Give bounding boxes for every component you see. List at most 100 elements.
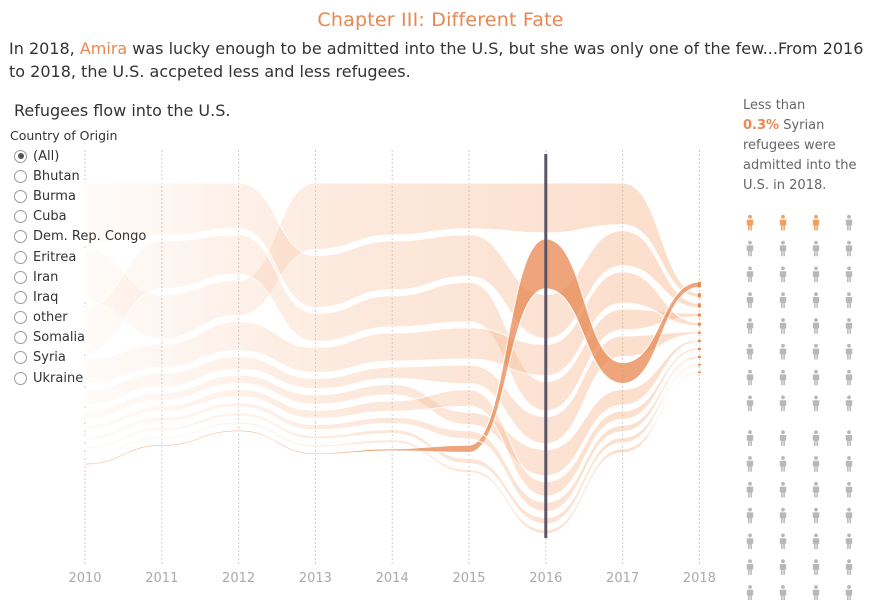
person-icon [812,240,820,257]
person-icon [779,559,787,575]
filter-option-label: Iraq [33,289,59,305]
filter-option[interactable]: Iran [10,267,146,287]
person-icon [845,430,853,446]
filter-option[interactable]: Bhutan [10,166,146,186]
filter-option-label: Eritrea [33,249,77,265]
person-icon [812,456,820,472]
person-icon [746,240,754,257]
person-icon [812,585,820,600]
person-icon [746,456,754,472]
filter-title: Country of Origin [10,128,118,143]
person-icon [779,430,787,446]
person-icon [779,456,787,472]
filter-option-label: Iran [33,269,59,285]
filter-option[interactable]: Eritrea [10,247,146,267]
filter-option-label: other [33,310,68,326]
person-icon [812,533,820,550]
person-icon [845,369,853,386]
radio-icon[interactable] [14,210,27,224]
person-icon [812,343,820,360]
filter-option[interactable]: Ukraine [10,368,146,388]
filter-option-label: Dem. Rep. Congo [33,229,147,245]
intro-after: was lucky enough to be admitted into the… [9,39,864,81]
person-icon [845,481,853,498]
year-label: 2012 [222,571,255,586]
person-icon [746,318,754,334]
person-icon [845,318,853,334]
person-icon [845,292,853,308]
radio-icon[interactable] [14,371,27,385]
person-icon [746,585,754,600]
filter-option[interactable]: Iraq [10,287,146,307]
filter-option-label: Syria [33,350,66,366]
person-icon [845,266,853,283]
person-icon [746,559,754,575]
radio-icon[interactable] [14,230,27,244]
radio-icon[interactable] [14,189,27,203]
filter-option[interactable]: (All) [10,146,146,166]
person-icon [779,240,787,257]
filter-option[interactable]: Somalia [10,328,146,348]
person-icon [779,395,787,412]
person-icon [746,266,754,283]
person-icon [779,481,787,498]
person-icon [845,585,853,600]
person-icon [845,456,853,472]
person-icon [812,395,820,412]
filter-option-label: Cuba [33,209,67,225]
person-icon [812,214,820,231]
person-icon [845,343,853,360]
country-filter: Country of Origin (All) Bhutan Burma Cuba De… [10,128,146,388]
person-icon [779,266,787,283]
radio-icon[interactable] [14,311,27,325]
person-icon [812,481,820,498]
person-icon [746,481,754,498]
person-icon [812,292,820,308]
radio-icon[interactable] [14,149,27,163]
note-percentage: 0.3% [743,118,780,133]
person-icon [746,343,754,360]
radio-icon[interactable] [14,331,27,345]
filter-option-label: Burma [33,188,76,204]
filter-option[interactable]: other [10,308,146,328]
flow-band-cuba [84,331,700,445]
filter-option-label: Somalia [33,330,86,346]
flow-band-eritrea [84,363,700,525]
intro-before: In 2018, [9,39,80,58]
year-label: 2013 [299,571,332,586]
flow-band-iran [84,339,700,477]
radio-icon[interactable] [14,290,27,304]
person-icon [779,585,787,600]
person-icon [746,214,754,231]
filter-option[interactable]: Dem. Rep. Congo [10,227,146,247]
person-icon [779,318,787,334]
person-icon [746,507,754,524]
person-icon [812,507,820,524]
filter-option-label: (All) [33,148,60,164]
intro-text: In 2018, Amira was lucky enough to be ad… [9,37,877,83]
person-icon [812,266,820,283]
radio-icon[interactable] [14,169,27,183]
person-icon [812,430,820,446]
filter-option[interactable]: Syria [10,348,146,368]
flow-band-other [84,355,700,513]
person-icon [845,533,853,550]
radio-icon[interactable] [14,270,27,284]
person-icon [779,214,787,231]
person-icon [845,214,853,231]
filter-option-label: Bhutan [33,168,80,184]
radio-icon[interactable] [14,351,27,365]
person-icon [812,369,820,386]
person-icon [779,292,787,308]
person-icon [779,343,787,360]
chapter-title: Chapter III: Different Fate [317,9,564,31]
person-icon [779,533,787,550]
filter-option[interactable]: Burma [10,186,146,206]
year-label: 2010 [68,571,101,586]
person-icon [845,240,853,257]
person-icon [779,369,787,386]
filter-option[interactable]: Cuba [10,207,146,227]
radio-icon[interactable] [14,250,27,264]
